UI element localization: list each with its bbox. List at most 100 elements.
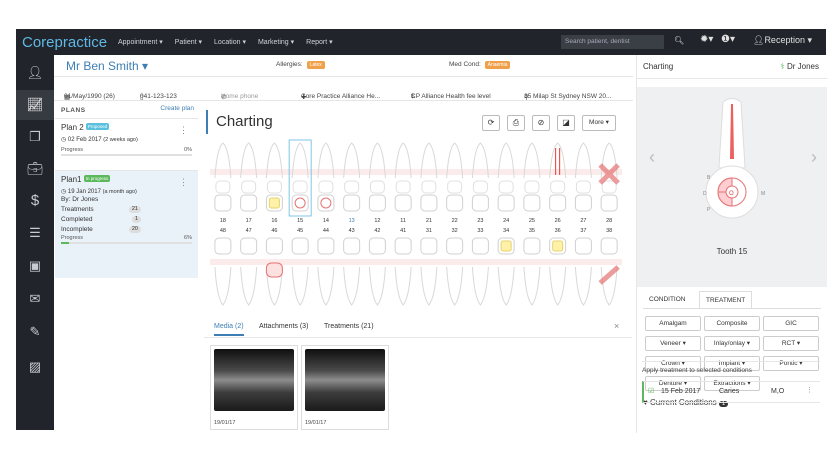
plan-item[interactable]: Plan 2 Proposed ⋮ ◷ 02 Feb 2017 (2 weeks…	[55, 118, 198, 170]
image-icon[interactable]: ▨	[28, 359, 42, 374]
tooth-surface-43[interactable]	[343, 237, 361, 255]
tooth-surface-42[interactable]	[368, 237, 386, 255]
plan-item[interactable]: Plan1 In progress ⋮ ◷ 19 Jan 2017 (a mon…	[55, 170, 198, 278]
documents-icon[interactable]: ❐	[29, 129, 41, 144]
refresh-button[interactable]: ⟳	[482, 115, 500, 131]
tooth-number-46[interactable]: 46	[271, 228, 278, 234]
clear-button[interactable]: ⊘	[532, 115, 550, 131]
tab-treatments[interactable]: Treatments (21)	[324, 323, 374, 330]
tooth-14[interactable]	[317, 142, 335, 179]
tooth-surface-28[interactable]	[600, 194, 618, 212]
amalgam-button[interactable]: Amalgam	[645, 316, 701, 331]
tooth-48[interactable]	[214, 266, 232, 306]
tooth-17[interactable]	[240, 142, 258, 179]
briefcase-icon[interactable]: 💼︎	[26, 161, 44, 176]
tooth-21[interactable]	[420, 142, 438, 179]
next-tooth-arrow-icon[interactable]: ›	[811, 147, 817, 167]
tooth-12[interactable]	[368, 142, 386, 179]
gic-button[interactable]: GIC	[763, 316, 819, 331]
nav-patient[interactable]: Patient ▾	[174, 39, 203, 46]
create-plan-link[interactable]: Create plan	[160, 105, 194, 112]
tooth-44[interactable]	[317, 266, 335, 306]
tooth-surface-47[interactable]	[240, 237, 258, 255]
tooth-number-16[interactable]: 16	[271, 218, 278, 224]
tooth-13[interactable]	[343, 142, 361, 179]
media-item[interactable]: 19/01/17	[301, 345, 389, 430]
denture-button[interactable]: Denture ▾	[645, 376, 701, 391]
tooth-surface-21[interactable]	[420, 194, 438, 212]
tooth-23[interactable]	[471, 142, 489, 179]
tooth-number-28[interactable]: 28	[606, 218, 613, 224]
tooth-surface-11[interactable]	[394, 194, 412, 212]
tooth-surface-25[interactable]	[523, 194, 541, 212]
tooth-surface-33[interactable]	[471, 237, 489, 255]
rct-button[interactable]: RCT ▾	[763, 336, 819, 351]
tooth-number-35[interactable]: 35	[528, 228, 535, 234]
tooth-25[interactable]	[523, 142, 541, 179]
tooth-18[interactable]	[214, 142, 232, 179]
tooth-number-37[interactable]: 37	[580, 228, 587, 234]
tooth-surface-22[interactable]	[446, 194, 464, 212]
eraser-button[interactable]: ◪	[557, 115, 575, 131]
nav-location[interactable]: Location ▾	[214, 39, 246, 46]
tooth-number-38[interactable]: 38	[606, 228, 613, 234]
nav-report[interactable]: Report ▾	[306, 39, 333, 46]
brand-logo[interactable]: Corepractice	[22, 33, 108, 51]
more-options-icon[interactable]: ⋮	[179, 125, 188, 135]
tooth-number-43[interactable]: 43	[348, 228, 355, 234]
tooth-number-48[interactable]: 48	[219, 228, 226, 234]
tooth-surface-46[interactable]	[265, 237, 283, 255]
nav-appointment[interactable]: Appointment ▾	[118, 39, 163, 46]
tooth-surface-26[interactable]	[549, 194, 567, 212]
tooth-surface-23[interactable]	[471, 194, 489, 212]
payment-icon[interactable]: ▣	[28, 258, 42, 273]
tooth-surface-24[interactable]	[497, 194, 515, 212]
more-options-icon[interactable]: ⋮	[806, 387, 813, 394]
veneer-button[interactable]: Veneer ▾	[645, 336, 701, 351]
tooth-number-41[interactable]: 41	[400, 228, 407, 234]
tooth-26[interactable]	[549, 142, 567, 179]
tooth-33[interactable]	[471, 266, 489, 306]
tooth-surface-14[interactable]	[317, 194, 335, 212]
checkbox-checked-icon[interactable]: ☑	[648, 388, 655, 395]
tooth-surface-37[interactable]	[574, 237, 592, 255]
tooth-number-21[interactable]: 21	[425, 218, 432, 224]
tooth-surface-31[interactable]	[420, 237, 438, 255]
tooth-number-26[interactable]: 26	[554, 218, 561, 224]
tooth-number-34[interactable]: 34	[503, 228, 510, 234]
implant-button[interactable]: Implant ▾	[704, 356, 760, 371]
tooth-45[interactable]	[291, 266, 309, 306]
tab-media[interactable]: Media (2)	[214, 323, 244, 336]
tooth-number-15[interactable]: 15	[297, 218, 304, 224]
tooth-surface-32[interactable]	[446, 237, 464, 255]
doctor-selector[interactable]: ⚕ Dr Jones	[780, 62, 819, 71]
user-menu[interactable]: 👤︎Reception ▾	[753, 35, 812, 46]
search-icon[interactable]: 🔍︎	[674, 36, 685, 45]
tooth-number-32[interactable]: 32	[451, 228, 458, 234]
tooth-15[interactable]	[291, 142, 309, 179]
pontic-button[interactable]: Pontic ▾	[763, 356, 819, 371]
search-input[interactable]: Search patient, dentist	[561, 35, 664, 49]
tooth-surface-38[interactable]	[600, 237, 618, 255]
more-options-icon[interactable]: ⋮	[179, 177, 188, 187]
tooth-27[interactable]	[574, 142, 592, 179]
tooth-number-47[interactable]: 47	[245, 228, 252, 234]
tooth-number-22[interactable]: 22	[451, 218, 458, 224]
close-icon[interactable]: ×	[614, 321, 620, 331]
tooth-surface-13[interactable]	[343, 194, 361, 212]
tooth-number-25[interactable]: 25	[528, 218, 535, 224]
tab-attachments[interactable]: Attachments (3)	[259, 323, 309, 330]
dollar-icon[interactable]: $	[30, 192, 40, 209]
tab-treatment[interactable]: TREATMENT	[699, 291, 753, 309]
tooth-24[interactable]	[497, 142, 515, 179]
paperclip-icon[interactable]: ✎	[29, 324, 41, 339]
tooth-surface-27[interactable]	[574, 194, 592, 212]
tooth-number-45[interactable]: 45	[297, 228, 304, 234]
composite-button[interactable]: Composite	[704, 316, 760, 331]
tooth-surface-44[interactable]	[317, 237, 335, 255]
inlay-onlay-button[interactable]: Inlay/onlay ▾	[704, 336, 760, 351]
tooth-number-17[interactable]: 17	[245, 218, 252, 224]
tooth-number-31[interactable]: 31	[425, 228, 432, 234]
tooth-34[interactable]	[497, 266, 515, 306]
help-icon[interactable]: ❶▾	[721, 34, 735, 45]
